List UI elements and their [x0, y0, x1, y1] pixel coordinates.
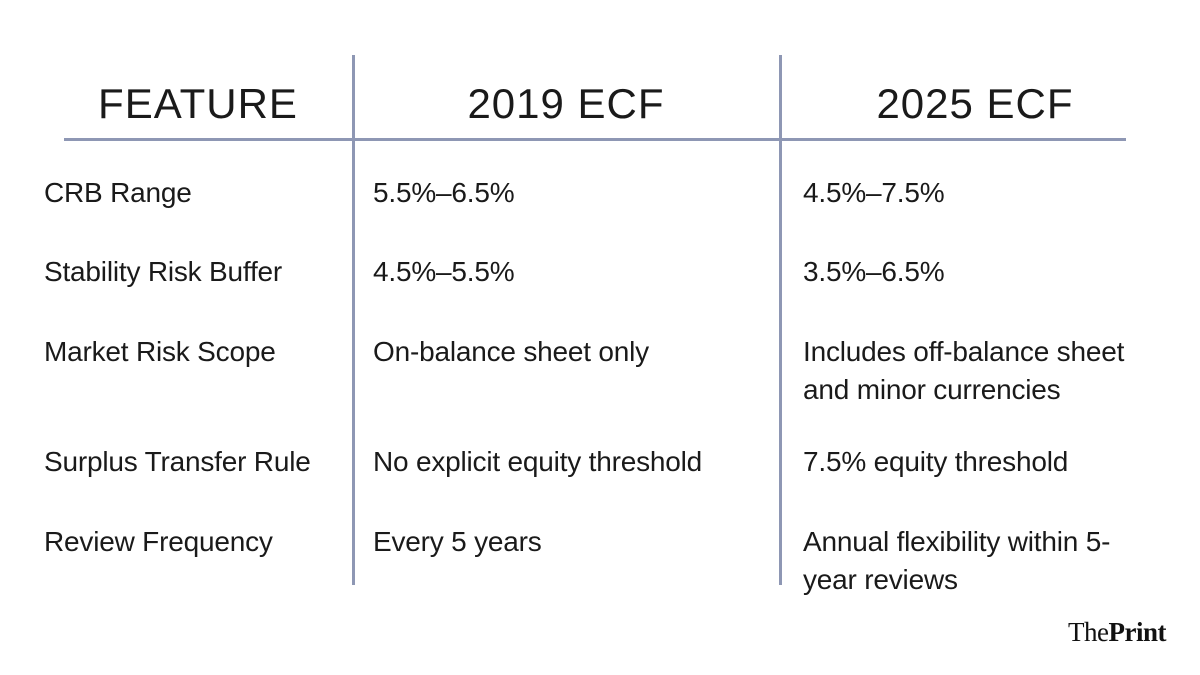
feature-cell: Surplus Transfer Rule	[44, 446, 311, 477]
ecf-2025-cell: 7.5% equity threshold	[803, 446, 1069, 477]
ecf-2019-cell: On-balance sheet only	[373, 336, 649, 367]
ecf-2025-cell: 4.5%–7.5%	[803, 177, 945, 208]
ecf-2019-cell: Every 5 years	[373, 526, 542, 557]
ecf-2019-cell: 4.5%–5.5%	[373, 256, 515, 287]
theprint-logo: ThePrint	[1068, 617, 1166, 648]
logo-text-the: The	[1068, 617, 1109, 647]
logo-text-print: Print	[1108, 617, 1167, 647]
header-divider	[64, 138, 1126, 141]
ecf-2025-cell: Includes off-balance sheet and minor cur…	[803, 336, 1125, 405]
ecf-2019-cell: 5.5%–6.5%	[373, 177, 515, 208]
feature-cell: Stability Risk Buffer	[44, 256, 283, 287]
feature-cell: Review Frequency	[44, 526, 273, 557]
ecf-2025-cell: Annual flexibility within 5-year reviews	[803, 526, 1111, 595]
ecf-2019-cell: No explicit equity threshold	[373, 446, 703, 477]
column-divider-2	[779, 55, 782, 585]
column-header-feature: FEATURE	[98, 80, 298, 127]
column-header-2025-ecf: 2025 ECF	[876, 80, 1074, 127]
ecf-2025-cell: 3.5%–6.5%	[803, 256, 945, 287]
feature-cell: CRB Range	[44, 177, 192, 208]
feature-cell: Market Risk Scope	[44, 336, 276, 367]
column-divider-1	[352, 55, 355, 585]
column-header-2019-ecf: 2019 ECF	[467, 80, 665, 127]
